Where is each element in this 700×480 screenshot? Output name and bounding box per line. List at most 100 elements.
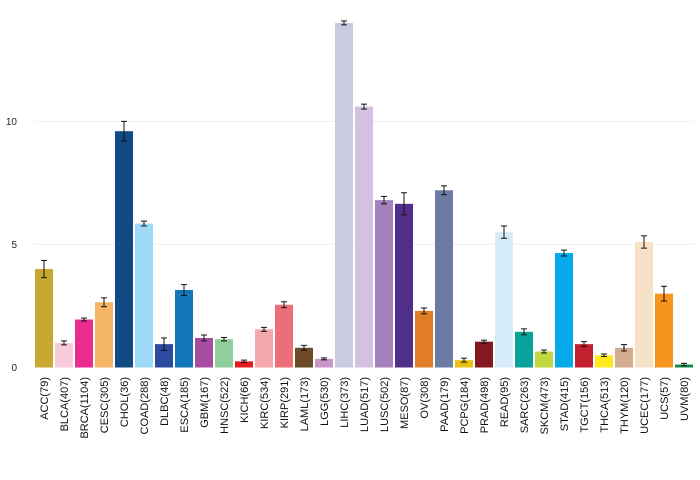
x-tick-label: BRCA(1104) <box>79 377 91 439</box>
bar-brca <box>75 319 93 368</box>
bar-luad <box>355 106 373 368</box>
bar-lgg <box>315 358 333 368</box>
x-tick-label: UCS(57) <box>659 377 671 420</box>
x-tick-label: LUSC(502) <box>379 377 391 432</box>
bar-cesc <box>95 302 113 368</box>
x-tick-label: PCPG(184) <box>459 377 471 434</box>
x-tick-label: MESO(87) <box>399 377 411 429</box>
error-bar-coad <box>141 220 147 227</box>
x-tick-label: THCA(513) <box>599 377 611 433</box>
error-bar-ucec <box>641 235 647 249</box>
error-bar-chol <box>121 120 127 142</box>
bar-prad <box>475 341 493 368</box>
x-tick-label: KIRC(534) <box>259 377 271 429</box>
error-bar-lusc <box>381 195 387 205</box>
error-bar-blca <box>61 340 67 346</box>
error-bar-thym <box>621 344 627 352</box>
x-tick-label: GBM(167) <box>199 377 211 428</box>
bar-skcm <box>535 351 553 368</box>
x-tick-label: TGCT(156) <box>579 377 591 433</box>
bar-chol <box>115 131 133 368</box>
bar-ucs <box>655 293 673 368</box>
x-tick-label: PAAD(179) <box>439 377 451 432</box>
x-tick-label: LUAD(517) <box>359 377 371 432</box>
error-bar-brca <box>81 317 87 322</box>
bar-blca <box>55 342 73 368</box>
bar-coad <box>135 223 153 368</box>
error-bar-hnsc <box>221 336 227 342</box>
x-tick-label: KICH(66) <box>239 377 251 423</box>
error-bar-prad <box>481 339 487 344</box>
error-bar-pcpg <box>461 357 467 363</box>
x-tick-label: THYM(120) <box>619 377 631 434</box>
x-tick-label: OV(308) <box>419 377 431 419</box>
error-bar-sarc <box>521 328 527 336</box>
error-bar-laml <box>301 344 307 351</box>
bar-stad <box>555 253 573 368</box>
bar-tgct <box>575 344 593 368</box>
x-tick-label: ESCA(185) <box>179 377 191 433</box>
bar-pcpg <box>455 360 473 368</box>
x-tick-label: CHOL(36) <box>119 377 131 427</box>
bar-laml <box>295 347 313 368</box>
error-bar-uvm <box>681 362 687 367</box>
x-tick-label: LIHC(373) <box>339 377 351 428</box>
x-tick-label: HNSC(522) <box>219 377 231 434</box>
x-tick-label: KIRP(291) <box>279 377 291 428</box>
error-bar-ucs <box>661 285 667 302</box>
error-bar-meso <box>401 192 407 216</box>
error-bar-esca <box>181 284 187 296</box>
x-tick-label: LGG(530) <box>319 377 331 426</box>
bar-meso <box>395 203 413 368</box>
error-bars <box>41 20 687 367</box>
bar-lusc <box>375 200 393 368</box>
x-tick-label: ACC(79) <box>39 377 51 420</box>
error-bar-acc <box>41 259 47 279</box>
x-tick-label: COAD(288) <box>139 377 151 434</box>
x-tick-label: LAML(173) <box>299 377 311 431</box>
error-bar-kirp <box>281 301 287 309</box>
error-bar-read <box>501 225 507 239</box>
x-axis: ACC(79) BLCA(407) BRCA(1104) CESC(305) CHOL(… <box>39 377 691 439</box>
error-bar-kich <box>241 359 247 364</box>
x-tick-label: UVM(80) <box>679 377 691 421</box>
error-bar-skcm <box>541 349 547 354</box>
bar-sarc <box>515 331 533 368</box>
error-bar-thca <box>601 353 607 357</box>
bar-hnsc <box>215 339 233 368</box>
bar-esca <box>175 289 193 368</box>
bar-thca <box>595 355 613 368</box>
bar-read <box>495 232 513 368</box>
error-bar-paad <box>441 185 447 196</box>
bar-ucec <box>635 241 653 368</box>
error-bar-cesc <box>101 297 107 308</box>
x-tick-label: STAD(415) <box>559 377 571 431</box>
error-bar-gbm <box>201 334 207 342</box>
bar-paad <box>435 190 453 368</box>
x-tick-label: CESC(305) <box>99 377 111 433</box>
error-bar-lihc <box>341 20 347 26</box>
bar-kich <box>235 361 253 368</box>
error-bar-dlbc <box>161 337 167 351</box>
bar-kirc <box>255 329 273 368</box>
bar-gbm <box>195 337 213 368</box>
y-axis: 0 5 10 <box>6 117 18 374</box>
y-tick-label: 5 <box>11 240 17 251</box>
y-tick-label: 0 <box>11 363 17 374</box>
error-bar-tgct <box>581 341 587 348</box>
error-bar-lgg <box>321 357 327 361</box>
x-tick-label: PRAD(498) <box>479 377 491 433</box>
x-tick-label: BLCA(407) <box>59 377 71 431</box>
x-tick-label: READ(95) <box>499 377 511 427</box>
y-tick-label: 10 <box>6 117 18 128</box>
bars <box>35 22 693 368</box>
x-tick-label: SARC(263) <box>519 377 531 433</box>
bar-lihc <box>335 22 353 368</box>
error-bar-stad <box>561 249 567 257</box>
x-tick-label: DLBC(48) <box>159 377 171 426</box>
x-tick-label: UCEC(177) <box>639 377 651 434</box>
bar-dlbc <box>155 344 173 368</box>
x-tick-label: SKCM(473) <box>539 377 551 434</box>
error-bar-kirc <box>261 326 267 332</box>
